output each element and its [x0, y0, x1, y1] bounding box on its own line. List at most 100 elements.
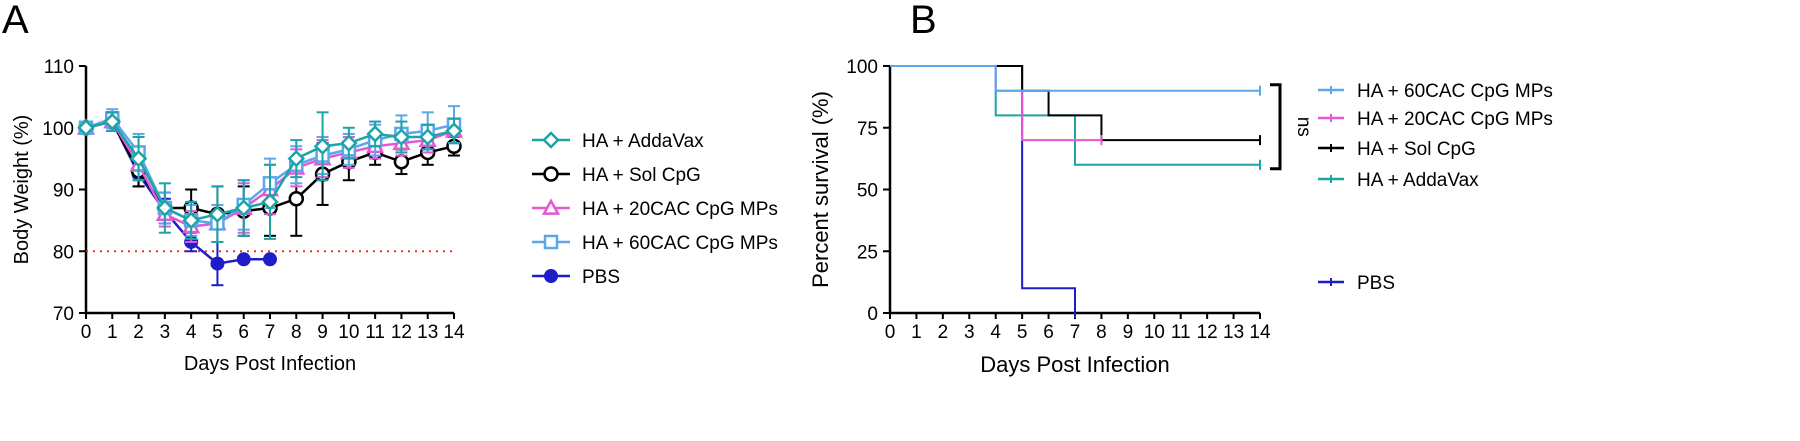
legend-label: PBS [1357, 273, 1395, 294]
x-tick-label: 5 [212, 322, 223, 343]
data-point [234, 199, 253, 217]
series-pbs [890, 65, 1076, 318]
data-point [208, 205, 227, 223]
legend-label: HA + 60CAC CpG MPs [582, 233, 778, 254]
survival-step-line [890, 65, 1260, 92]
legend-item-ha-20cac-cpg-mps: HA + 20CAC CpG MPs [1318, 109, 1553, 130]
x-axis-title: Days Post Infection [980, 352, 1170, 377]
x-tick-label: 3 [160, 322, 171, 343]
x-tick-label: 13 [417, 322, 438, 343]
significance-label: ns [1293, 117, 1314, 137]
x-tick-label: 8 [291, 322, 302, 343]
x-tick-label: 0 [885, 322, 896, 343]
y-tick-label: 100 [42, 119, 74, 140]
series-ha-addavax [77, 111, 463, 243]
data-point [418, 128, 437, 146]
y-axis-title: Percent survival (%) [808, 91, 833, 288]
x-tick-label: 2 [133, 322, 144, 343]
x-tick-label: 2 [938, 322, 949, 343]
legend-swatch-marker [542, 131, 560, 149]
y-tick-label: 25 [857, 242, 878, 263]
x-tick-label: 1 [107, 322, 118, 343]
x-tick-label: 12 [391, 322, 412, 343]
x-tick-label: 11 [1171, 322, 1191, 343]
x-tick-label: 7 [265, 322, 276, 343]
legend-swatch-marker [543, 166, 559, 182]
x-tick-label: 6 [1043, 322, 1054, 343]
legend-item-ha-60cac-cpg-mps: HA + 60CAC CpG MPs [532, 233, 778, 254]
data-point [261, 193, 279, 211]
y-tick-label: 110 [44, 57, 74, 78]
legend-item-ha-addavax: HA + AddaVax [532, 131, 704, 152]
y-tick-label: 70 [53, 304, 74, 325]
x-tick-label: 8 [1096, 322, 1107, 343]
significance-bracket: ns [1270, 83, 1314, 171]
legend-item-ha-sol-cpg: HA + Sol CpG [532, 165, 701, 186]
x-tick-label: 3 [964, 322, 975, 343]
x-tick-label: 13 [1223, 322, 1244, 343]
legend-label: HA + 60CAC CpG MPs [1357, 81, 1553, 102]
x-tick-label: 10 [1144, 322, 1165, 343]
data-point [77, 118, 95, 137]
x-tick-label: 4 [186, 322, 197, 343]
y-tick-label: 50 [857, 181, 878, 202]
data-point [103, 112, 122, 131]
legend-label: HA + AddaVax [582, 131, 704, 152]
data-point [129, 149, 148, 168]
y-axis-title: Body Weight (%) [11, 115, 33, 265]
data-point [393, 153, 410, 170]
data-point [156, 199, 174, 217]
panel-a-letter: A [2, 0, 29, 42]
x-tick-label: 14 [443, 322, 465, 343]
x-tick-label: 14 [1249, 322, 1271, 343]
x-axis-title: Days Post Infection [184, 353, 356, 375]
data-point [445, 122, 463, 140]
x-tick-label: 4 [990, 322, 1001, 343]
legend-item-ha-20cac-cpg-mps: HA + 20CAC CpG MPs [532, 198, 778, 220]
x-tick-label: 9 [1123, 322, 1134, 343]
legend-swatch-marker [543, 234, 559, 250]
data-point [182, 211, 200, 230]
legend-swatch-marker [544, 269, 558, 283]
legend-swatch-marker [541, 198, 561, 215]
x-tick-label: 10 [338, 322, 359, 343]
series-ha-60cac-cpg-mps [890, 65, 1261, 96]
y-tick-label: 100 [846, 57, 878, 78]
data-point [288, 191, 305, 207]
y-tick-label: 90 [53, 181, 74, 202]
data-point [366, 125, 384, 143]
x-tick-label: 5 [1017, 322, 1028, 343]
legend-label: HA + 20CAC CpG MPs [1357, 109, 1553, 130]
legend-item-ha-addavax: HA + AddaVax [1318, 170, 1479, 191]
legend-item-pbs: PBS [1318, 273, 1395, 294]
bracket-line [1270, 83, 1282, 171]
y-tick-label: 75 [857, 119, 878, 140]
x-tick-label: 0 [81, 322, 92, 343]
legend-label: HA + Sol CpG [1357, 139, 1476, 160]
x-tick-label: 1 [911, 322, 922, 343]
data-point [392, 128, 411, 146]
legend-item-pbs: PBS [532, 267, 620, 288]
panel-b-letter: B [910, 0, 937, 42]
legend: HA + AddaVax HA + Sol CpG HA + 20CAC CpG M… [532, 131, 778, 288]
series-ha-addavax [890, 65, 1261, 170]
data-point [210, 256, 225, 271]
legend-label: HA + AddaVax [1357, 170, 1479, 191]
data-point [236, 252, 251, 267]
legend-label: HA + 20CAC CpG MPs [582, 199, 778, 220]
data-point [313, 137, 332, 156]
legend-item-ha-60cac-cpg-mps: HA + 60CAC CpG MPs [1318, 81, 1553, 102]
x-tick-label: 7 [1070, 322, 1081, 343]
series-line [85, 120, 270, 265]
data-point [263, 252, 277, 267]
y-tick-label: 0 [867, 304, 878, 325]
x-tick-label: 9 [317, 322, 328, 343]
y-tick-label: 80 [53, 242, 74, 263]
x-tick-label: 12 [1197, 322, 1218, 343]
x-tick-label: 11 [365, 322, 385, 343]
legend-label: HA + Sol CpG [582, 165, 701, 186]
